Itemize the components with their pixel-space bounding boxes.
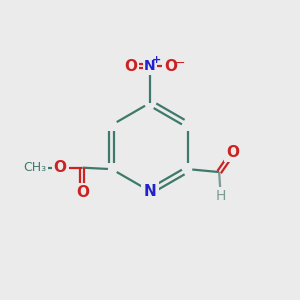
- Text: H: H: [215, 189, 226, 202]
- Text: N: N: [144, 59, 156, 73]
- Text: O: O: [76, 185, 89, 200]
- Text: N: N: [144, 184, 156, 199]
- Text: O: O: [54, 160, 67, 175]
- Text: +: +: [152, 55, 161, 64]
- Text: O: O: [124, 58, 137, 74]
- Text: CH₃: CH₃: [24, 161, 47, 174]
- Text: −: −: [175, 57, 185, 70]
- Text: O: O: [226, 146, 239, 160]
- Text: O: O: [164, 58, 177, 74]
